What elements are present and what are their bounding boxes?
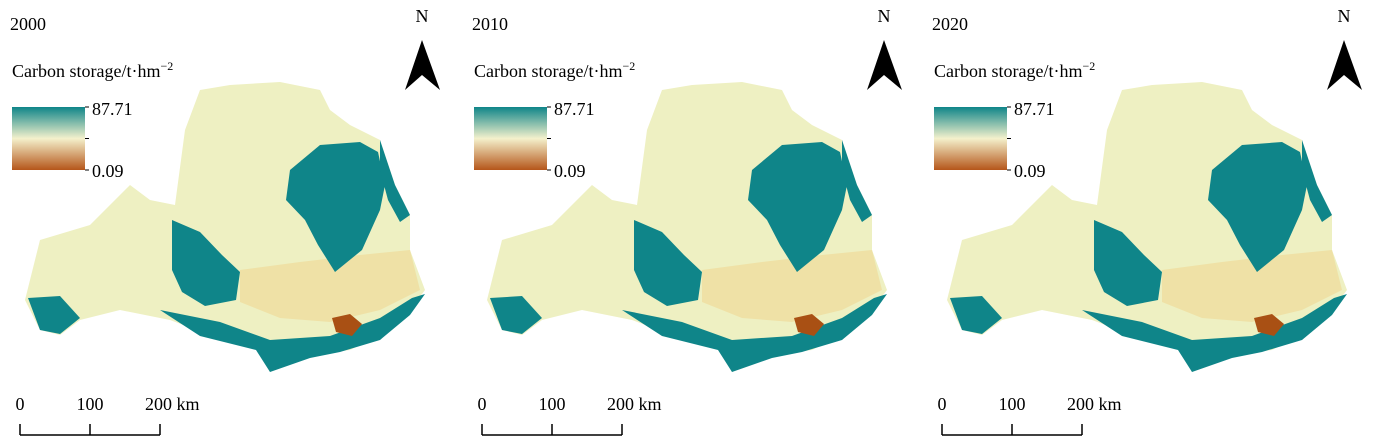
scale-label: 100 (999, 394, 1026, 414)
north-label: N (878, 6, 891, 26)
north-arrow (405, 40, 440, 90)
map-panel: 2010 Carbon storage/t·hm−2 87.71 0.09 N 0 100 2… (472, 6, 902, 436)
north-label: N (416, 6, 429, 26)
legend-max: 87.71 (554, 99, 595, 119)
scale-label: 100 (539, 394, 566, 414)
scale-label: 200 km (145, 394, 200, 414)
scale-label: 200 km (607, 394, 662, 414)
legend-min: 0.09 (92, 161, 124, 181)
scale-label: 0 (938, 394, 947, 414)
legend-title-text: Carbon storage/t·hm (12, 61, 160, 81)
scale-label: 200 km (1067, 394, 1122, 414)
legend-title: Carbon storage/t·hm−2 (12, 59, 173, 81)
legend-title-sup: −2 (160, 59, 173, 73)
legend-title: Carbon storage/t·hm−2 (934, 59, 1095, 81)
map-panel: 2000 Carbon storage/t·hm−2 87.71 0.09 N 0 100 2… (10, 6, 440, 436)
year-label: 2000 (10, 14, 46, 34)
legend-title: Carbon storage/t·hm−2 (474, 59, 635, 81)
scale-label: 100 (77, 394, 104, 414)
legend-min: 0.09 (554, 161, 586, 181)
legend-gradient (934, 107, 1007, 170)
north-arrow (867, 40, 902, 90)
legend-title-sup: −2 (1082, 59, 1095, 73)
legend-title-text: Carbon storage/t·hm (934, 61, 1082, 81)
legend-max: 87.71 (92, 99, 133, 119)
legend-gradient (12, 107, 85, 170)
legend-title-text: Carbon storage/t·hm (474, 61, 622, 81)
legend-gradient (474, 107, 547, 170)
scale-label: 0 (478, 394, 487, 414)
map-panel: 2020 Carbon storage/t·hm−2 87.71 0.09 N 0 100 2… (932, 6, 1362, 436)
scale-label: 0 (16, 394, 25, 414)
year-label: 2010 (472, 14, 508, 34)
year-label: 2020 (932, 14, 968, 34)
legend-max: 87.71 (1014, 99, 1055, 119)
legend-min: 0.09 (1014, 161, 1046, 181)
north-arrow (1327, 40, 1362, 90)
north-label: N (1338, 6, 1351, 26)
legend-title-sup: −2 (622, 59, 635, 73)
